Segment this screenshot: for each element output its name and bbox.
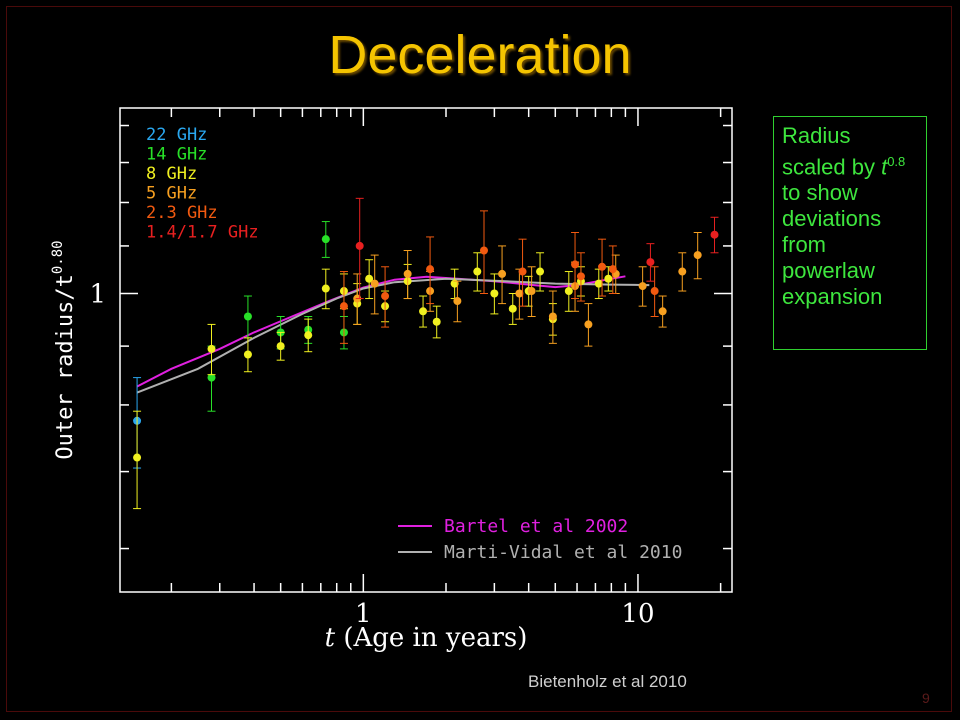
- data-point: [604, 274, 613, 283]
- plot-frame: [119, 107, 733, 593]
- y-axis-label-text: Outer radius/t: [53, 274, 78, 459]
- x-axis-label-var: t: [325, 623, 336, 653]
- data-point: [133, 453, 142, 462]
- data-point: [608, 265, 617, 274]
- data-point: [370, 279, 379, 288]
- annotation-text-1: Radius scaled by: [782, 123, 882, 180]
- legend-entry-3: 5 GHz: [146, 184, 197, 204]
- x-axis-label: t (Age in years): [325, 623, 528, 653]
- data-point: [576, 272, 585, 281]
- annotation-exponent: 0.8: [887, 154, 906, 169]
- data-point: [508, 304, 517, 313]
- slide-title: Deceleration: [328, 25, 632, 85]
- legend-entry-2: 8 GHz: [146, 164, 197, 184]
- x-tick-label: 1: [355, 599, 372, 629]
- y-tick-label: 1: [89, 280, 106, 310]
- data-point: [527, 287, 536, 296]
- data-point: [355, 241, 364, 250]
- data-point: [710, 230, 719, 239]
- data-point: [276, 342, 285, 351]
- fit-line-0: [136, 275, 626, 388]
- legend-entry-0: 22 GHz: [146, 125, 207, 145]
- data-point: [479, 246, 488, 255]
- data-point: [518, 267, 527, 276]
- data-point: [403, 269, 412, 278]
- data-point: [594, 279, 603, 288]
- y-axis-label-group: Outer radius/t0.80: [50, 240, 78, 459]
- data-point: [598, 262, 607, 271]
- data-point: [453, 297, 462, 306]
- data-point: [650, 287, 659, 296]
- data-point: [678, 267, 687, 276]
- annotation-t: t: [881, 154, 888, 180]
- data-point: [243, 312, 252, 321]
- data-point: [321, 235, 330, 244]
- data-point: [339, 302, 348, 311]
- data-point: [426, 265, 435, 274]
- annotation-text-2: to show deviations from powerlaw expansi…: [782, 180, 883, 310]
- data-point: [638, 282, 647, 291]
- data-point: [490, 289, 499, 298]
- data-point: [473, 267, 482, 276]
- data-point: [243, 350, 252, 359]
- x-axis-label-text: (Age in years): [335, 623, 527, 653]
- fit-line-1: [136, 277, 650, 394]
- fit-legend-label-0: Bartel et al 2002: [444, 516, 628, 537]
- data-point: [515, 289, 524, 298]
- legend-entry-1: 14 GHz: [146, 145, 207, 165]
- data-point: [658, 307, 667, 316]
- data-point: [207, 373, 216, 382]
- data-point: [321, 284, 330, 293]
- data-point: [646, 258, 655, 267]
- data-point: [498, 269, 507, 278]
- slide-number: 9: [922, 690, 930, 706]
- legend-entry-5: 1.4/1.7 GHz: [146, 223, 259, 243]
- data-point: [536, 267, 545, 276]
- data-point: [564, 287, 573, 296]
- y-axis-label: Outer radius/t0.80: [50, 240, 78, 459]
- data-point: [693, 251, 702, 260]
- annotation-box: Radius scaled by t0.8 to show deviations…: [773, 116, 927, 350]
- data-point: [584, 320, 593, 329]
- data-point: [432, 317, 441, 326]
- x-tick-label: 10: [621, 599, 654, 629]
- slide-frame: [6, 6, 952, 712]
- data-point: [571, 260, 580, 269]
- data-point: [207, 344, 216, 353]
- legend-entry-4: 2.3 GHz: [146, 203, 218, 223]
- y-axis-label-exponent: 0.80: [50, 240, 66, 274]
- data-point: [548, 312, 557, 321]
- fit-legend-label-1: Marti-Vidal et al 2010: [444, 542, 682, 563]
- data-point: [365, 274, 374, 283]
- data-point: [419, 307, 428, 316]
- data-point: [381, 292, 390, 301]
- data-point: [304, 331, 313, 340]
- citation: Bietenholz et al 2010: [528, 672, 687, 691]
